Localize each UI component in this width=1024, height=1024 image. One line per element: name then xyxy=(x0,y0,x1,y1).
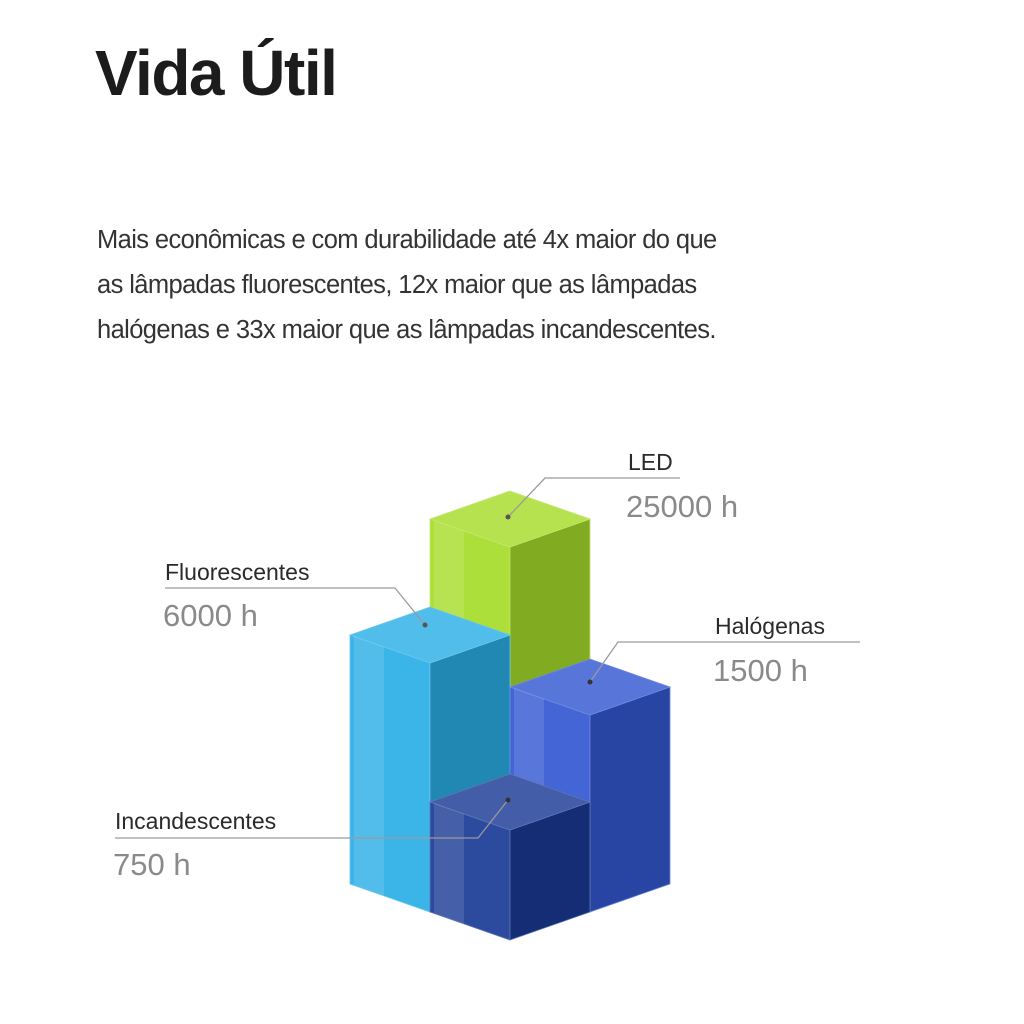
bar-incandescentes-top-face xyxy=(428,773,592,831)
description-line: as lâmpadas fluorescentes, 12x maior que… xyxy=(97,271,697,299)
value-halogenas: 1500 h xyxy=(713,653,808,688)
description-line: halógenas e 33x maior que as lâmpadas in… xyxy=(97,316,716,344)
description-line: Mais econômicas e com durabilidade até 4… xyxy=(97,226,717,254)
callout-dot-incandescentes xyxy=(505,797,511,803)
callout-dot-led xyxy=(505,514,511,520)
bar-fluorescentes-highlight xyxy=(354,636,384,896)
callout-line-fluorescentes xyxy=(165,587,426,626)
label-halogenas: Halógenas xyxy=(715,613,825,639)
description: Mais econômicas e com durabilidade até 4… xyxy=(97,218,717,353)
page-title: Vida Útil xyxy=(95,37,338,109)
bar-fluorescentes-top-face xyxy=(348,606,512,664)
callout-line-led xyxy=(507,477,680,518)
bar-incandescentes xyxy=(428,773,592,941)
bar-halogenas-top-face xyxy=(508,658,672,716)
value-led: 25000 h xyxy=(626,489,738,524)
callout-dot-halogenas xyxy=(587,679,593,685)
callout-line-halogenas xyxy=(589,641,860,683)
value-incandescentes: 750 h xyxy=(113,847,191,882)
label-fluorescentes: Fluorescentes xyxy=(165,559,309,585)
callout-dot-fluorescentes xyxy=(422,622,428,628)
value-fluorescentes: 6000 h xyxy=(163,598,258,633)
label-led: LED xyxy=(628,449,673,475)
label-incandescentes: Incandescentes xyxy=(115,808,276,834)
bar-halogenas-right-face xyxy=(589,686,671,913)
callout-line-incandescentes xyxy=(115,799,509,839)
bar-led-top-face xyxy=(428,490,592,548)
bar-incandescentes-highlight xyxy=(434,803,464,924)
